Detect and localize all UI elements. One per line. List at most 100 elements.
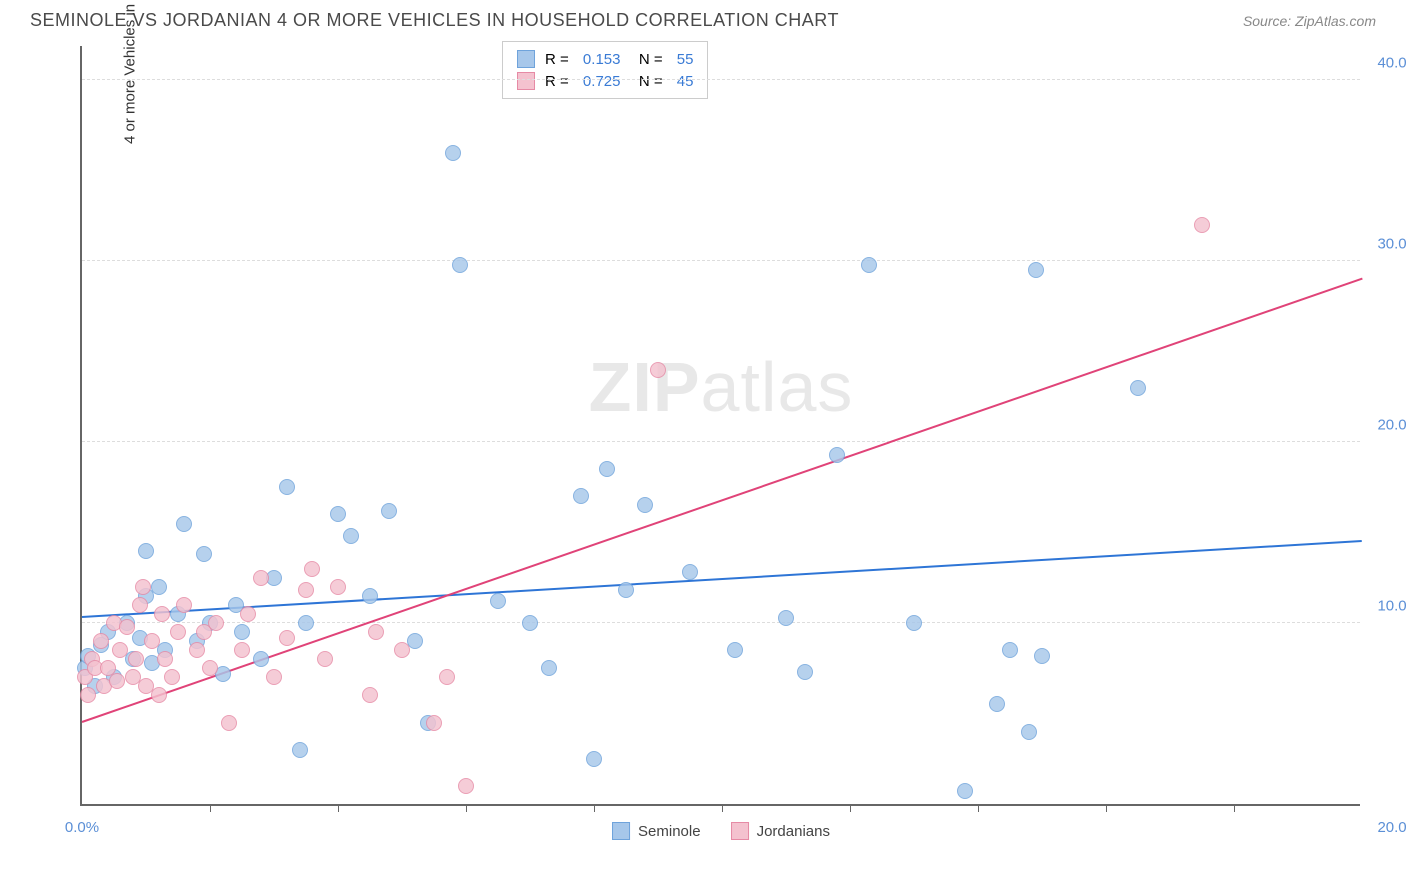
data-point [573,488,589,504]
data-point [637,497,653,513]
data-point [368,624,384,640]
n-value: 55 [673,51,694,68]
n-label: N = [630,73,662,90]
gridline [82,79,1360,80]
data-point [176,597,192,613]
gridline [82,260,1360,261]
x-tick [594,804,595,812]
x-tick [1234,804,1235,812]
legend-swatch [517,72,535,90]
data-point [234,624,250,640]
data-point [208,615,224,631]
data-point [317,651,333,667]
n-label: N = [630,51,662,68]
data-point [304,561,320,577]
data-point [330,579,346,595]
stats-legend: R = 0.153 N = 55R = 0.725 N = 45 [502,41,708,99]
data-point [135,579,151,595]
series-legend: Seminole Jordanians [612,822,830,840]
r-label: R = [545,73,569,90]
data-point [1028,262,1044,278]
legend-swatch [517,50,535,68]
data-point [189,642,205,658]
data-point [221,715,237,731]
data-point [298,615,314,631]
y-tick-label: 40.0% [1377,55,1406,72]
data-point [650,362,666,378]
legend-swatch [731,822,749,840]
x-tick [978,804,979,812]
data-point [362,588,378,604]
chart-title: SEMINOLE VS JORDANIAN 4 OR MORE VEHICLES… [30,10,839,31]
legend-label: Jordanians [757,823,830,840]
x-tick [850,804,851,812]
data-point [80,687,96,703]
data-point [253,651,269,667]
data-point [109,673,125,689]
data-point [452,257,468,273]
data-point [458,778,474,794]
data-point [266,669,282,685]
data-point [292,742,308,758]
data-point [599,461,615,477]
data-point [394,642,410,658]
data-point [128,651,144,667]
data-point [298,582,314,598]
y-tick-label: 20.0% [1377,417,1406,434]
data-point [196,546,212,562]
data-point [132,597,148,613]
x-tick [466,804,467,812]
watermark: ZIPatlas [589,347,854,427]
x-tick [210,804,211,812]
data-point [1034,648,1050,664]
data-point [253,570,269,586]
source-attribution: Source: ZipAtlas.com [1243,13,1376,29]
data-point [490,593,506,609]
data-point [989,696,1005,712]
data-point [1130,380,1146,396]
data-point [240,606,256,622]
r-value: 0.725 [579,73,621,90]
data-point [176,516,192,532]
r-label: R = [545,51,569,68]
x-tick [338,804,339,812]
x-tick [722,804,723,812]
data-point [154,606,170,622]
trendline [82,277,1363,722]
data-point [93,633,109,649]
plot-area: ZIPatlas R = 0.153 N = 55R = 0.725 N = 4… [80,46,1360,806]
legend-swatch [612,822,630,840]
data-point [164,669,180,685]
data-point [330,506,346,522]
data-point [343,528,359,544]
x-tick [1106,804,1107,812]
legend-item: Seminole [612,822,701,840]
data-point [279,479,295,495]
data-point [861,257,877,273]
data-point [138,543,154,559]
data-point [112,642,128,658]
data-point [151,687,167,703]
legend-label: Seminole [638,823,701,840]
data-point [778,610,794,626]
data-point [119,619,135,635]
x-tick-label: 0.0% [65,819,99,836]
data-point [1194,217,1210,233]
data-point [1021,724,1037,740]
data-point [541,660,557,676]
data-point [279,630,295,646]
data-point [727,642,743,658]
data-point [522,615,538,631]
data-point [618,582,634,598]
data-point [144,633,160,649]
data-point [829,447,845,463]
data-point [797,664,813,680]
data-point [439,669,455,685]
data-point [426,715,442,731]
data-point [906,615,922,631]
data-point [957,783,973,799]
data-point [157,651,173,667]
data-point [1002,642,1018,658]
data-point [381,503,397,519]
data-point [151,579,167,595]
